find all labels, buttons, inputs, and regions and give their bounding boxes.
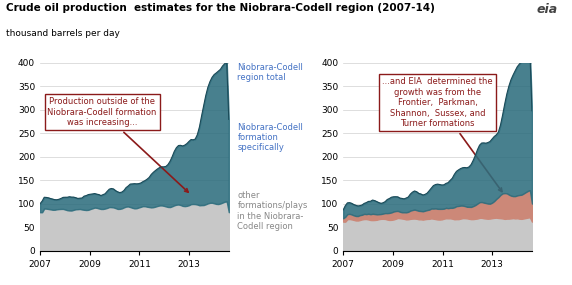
Text: thousand barrels per day: thousand barrels per day: [6, 28, 120, 38]
Text: Production outside of the
Niobrara-Codell formation
was increasing...: Production outside of the Niobrara-Codel…: [47, 97, 188, 192]
Text: Niobrara-Codell
formation
specifically: Niobrara-Codell formation specifically: [237, 123, 303, 152]
Text: other
formations/plays
in the Niobrara-
Codell region: other formations/plays in the Niobrara- …: [237, 191, 308, 231]
Text: eia: eia: [537, 3, 558, 16]
Text: ...and EIA  determined the
growth was from the
Frontier,  Parkman,
Shannon,  Sus: ...and EIA determined the growth was fro…: [382, 77, 502, 192]
Text: Niobrara-Codell
region total: Niobrara-Codell region total: [237, 63, 303, 82]
Text: Crude oil production  estimates for the Niobrara-Codell region (2007-14): Crude oil production estimates for the N…: [6, 3, 435, 13]
